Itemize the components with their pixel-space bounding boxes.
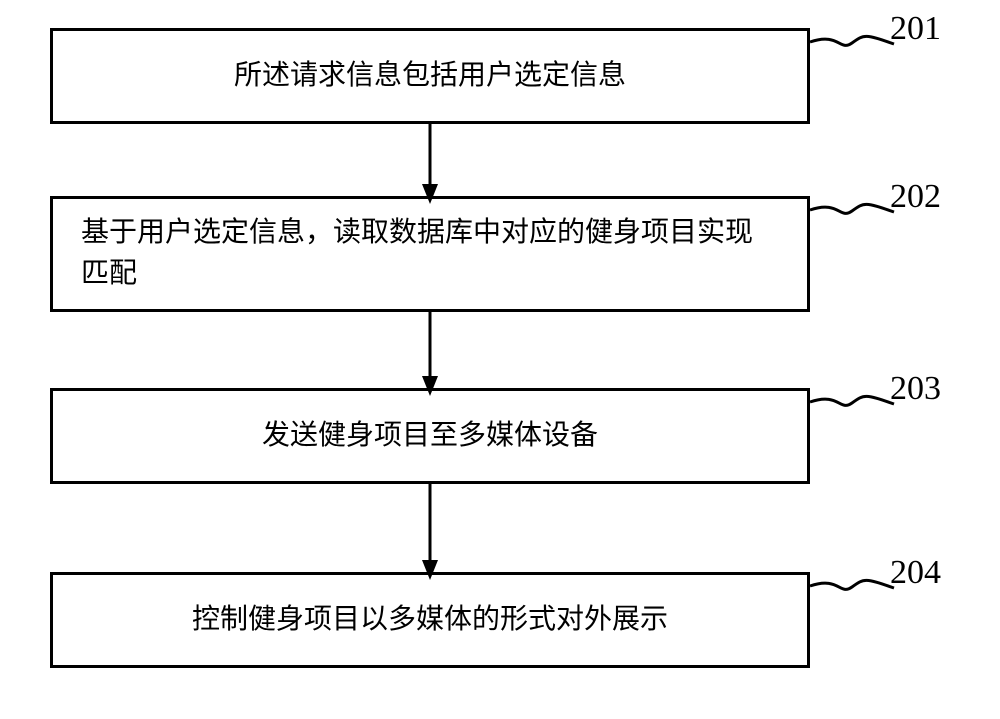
step-box-1: 所述请求信息包括用户选定信息 bbox=[50, 28, 810, 124]
step-label-3: 203 bbox=[890, 370, 941, 408]
step-box-4: 控制健身项目以多媒体的形式对外展示 bbox=[50, 572, 810, 668]
step-label-4: 204 bbox=[890, 554, 941, 592]
flowchart-canvas: 所述请求信息包括用户选定信息 基于用户选定信息，读取数据库中对应的健身项目实现匹… bbox=[0, 0, 1000, 719]
step-box-2: 基于用户选定信息，读取数据库中对应的健身项目实现匹配 bbox=[50, 196, 810, 312]
step-text-1: 所述请求信息包括用户选定信息 bbox=[234, 56, 626, 97]
step-label-2-text: 202 bbox=[890, 178, 941, 215]
step-label-1: 201 bbox=[890, 10, 941, 48]
step-label-2: 202 bbox=[890, 178, 941, 216]
step-label-1-text: 201 bbox=[890, 10, 941, 47]
step-text-4: 控制健身项目以多媒体的形式对外展示 bbox=[192, 600, 668, 641]
step-label-3-text: 203 bbox=[890, 370, 941, 407]
step-text-3: 发送健身项目至多媒体设备 bbox=[262, 416, 598, 457]
step-box-3: 发送健身项目至多媒体设备 bbox=[50, 388, 810, 484]
step-label-4-text: 204 bbox=[890, 554, 941, 591]
step-text-2: 基于用户选定信息，读取数据库中对应的健身项目实现匹配 bbox=[81, 213, 779, 294]
